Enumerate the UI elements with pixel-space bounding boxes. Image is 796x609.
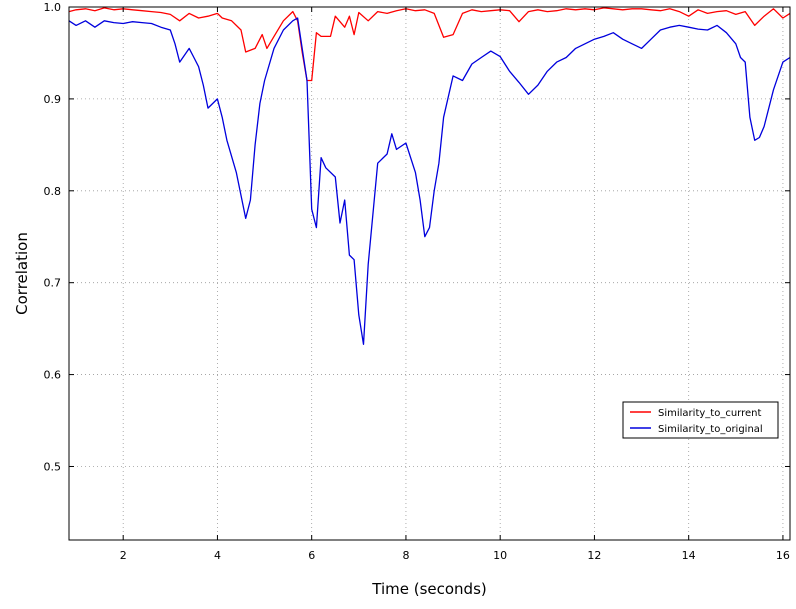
x-tick-label: 4 <box>214 549 221 562</box>
legend-label-current: Similarity_to_current <box>658 408 761 419</box>
y-axis-title: Correlation <box>13 232 31 315</box>
x-tick-label: 10 <box>493 549 507 562</box>
x-tick-label: 16 <box>776 549 790 562</box>
series-line-original <box>68 17 791 345</box>
x-tick-label: 8 <box>402 549 409 562</box>
y-tick-label: 0.5 <box>44 460 62 473</box>
y-tick-label: 0.9 <box>44 93 62 106</box>
y-tick-label: 0.6 <box>44 369 62 382</box>
x-tick-label: 14 <box>682 549 696 562</box>
series-layer <box>68 7 791 345</box>
x-tick-label: 6 <box>308 549 315 562</box>
x-tick-label: 12 <box>587 549 601 562</box>
legend: Similarity_to_current Similarity_to_orig… <box>622 401 779 439</box>
plot-frame <box>68 6 791 541</box>
x-axis-title: Time (seconds) <box>371 580 487 598</box>
y-tick-label: 0.7 <box>44 277 62 290</box>
y-tick-label: 1.0 <box>44 1 62 14</box>
x-tick-label: 2 <box>120 549 127 562</box>
axis-ticks: 2 4 6 8 10 12 14 16 0.5 0.6 0.7 0.8 0.9 1.0 <box>44 1 790 562</box>
series-line-current <box>68 7 791 82</box>
y-tick-label: 0.8 <box>44 185 62 198</box>
legend-box <box>622 401 779 439</box>
legend-label-original: Similarity_to_original <box>658 424 763 435</box>
grid <box>69 7 790 540</box>
